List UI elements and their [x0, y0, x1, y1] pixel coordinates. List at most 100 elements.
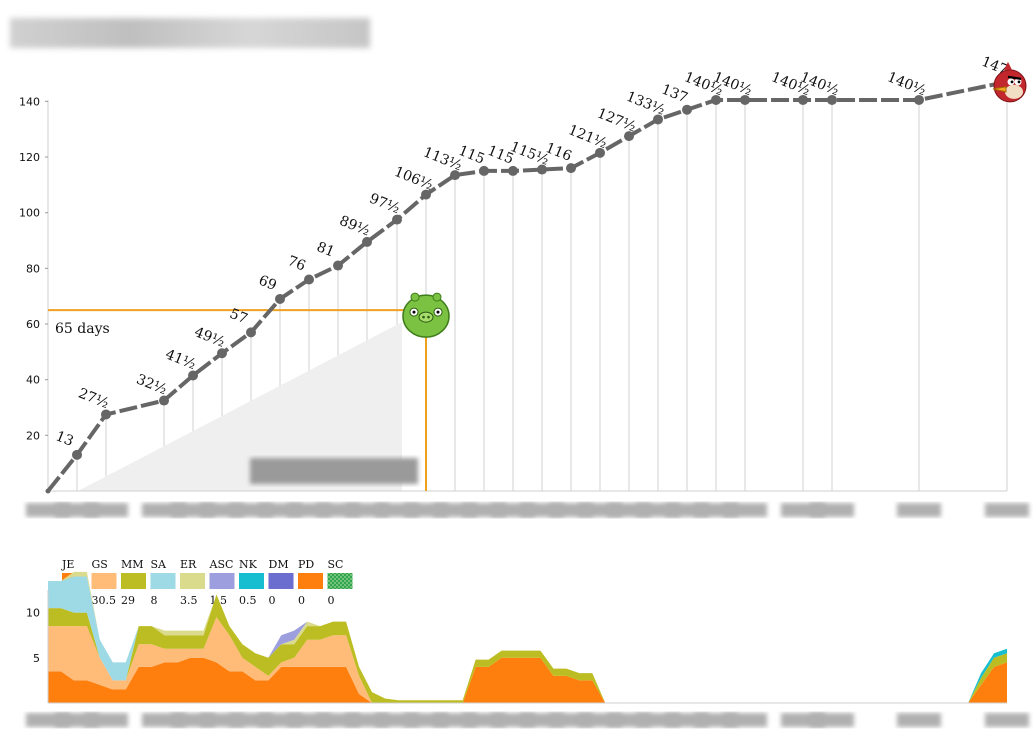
y-tick-label: 20 — [26, 429, 40, 442]
data-point — [217, 348, 227, 359]
legend-name: SA — [151, 558, 168, 571]
legend: JE74GS30.5MM29SA8ER3.5ASC1.5NK0.5DM0PD0S… — [61, 558, 353, 607]
legend-name: NK — [239, 558, 258, 571]
reference-lines — [48, 309, 427, 491]
y-tick-label: 140 — [19, 95, 40, 108]
data-point — [45, 488, 51, 494]
legend-total: 0 — [298, 594, 305, 607]
data-point — [798, 94, 808, 105]
red-bird-icon — [992, 61, 1027, 103]
data-point — [508, 165, 518, 176]
y-tick-label: 60 — [26, 318, 40, 331]
legend-total: 3.5 — [180, 594, 198, 607]
x-tick-label-blurred — [723, 503, 767, 517]
point-label: 97½ — [367, 191, 402, 218]
legend-total: 30.5 — [92, 594, 117, 607]
point-label: 49½ — [192, 324, 227, 351]
legend-total: 0 — [328, 594, 335, 607]
y-tick-label: 5 — [33, 652, 40, 665]
point-label: 89½ — [337, 213, 372, 240]
point-label: 140½ — [885, 69, 928, 99]
y-tick-label: 40 — [26, 374, 40, 387]
data-point — [537, 164, 547, 175]
point-labels: 1327½32½41½49½5769768189½97½106½113½1151… — [53, 54, 1010, 450]
legend-total: 0 — [269, 594, 276, 607]
point-label: 27½ — [76, 385, 111, 412]
legend-swatch — [209, 573, 235, 589]
area-gs — [48, 617, 1007, 703]
stacked-areas — [48, 571, 1007, 703]
y-tick-labels: 20 40 60 80 100 120 140 — [19, 95, 48, 442]
legend-name: PD — [298, 558, 314, 571]
y-tick-label: 80 — [26, 262, 40, 275]
x-tick-label-blurred — [84, 503, 128, 517]
blurred-annotation — [250, 458, 418, 484]
legend-swatch — [239, 573, 264, 589]
legend-total: 8 — [151, 594, 158, 607]
point-label: 106½ — [392, 164, 435, 194]
data-point — [827, 94, 837, 105]
y-tick-label: 100 — [19, 207, 40, 220]
data-point — [304, 274, 314, 285]
data-point — [362, 236, 372, 247]
legend-total: 0.5 — [239, 594, 257, 607]
data-point — [421, 189, 431, 200]
x-tick-label-blurred — [810, 713, 854, 727]
legend-name: MM — [121, 558, 144, 571]
point-label: 81 — [314, 239, 337, 261]
y-tick-labels: 5 10 — [26, 607, 40, 665]
legend-total: 29 — [121, 594, 135, 607]
point-label: 113½ — [421, 144, 464, 174]
data-point — [740, 94, 750, 105]
legend-name: SC — [328, 558, 344, 571]
y-tick-label: 10 — [26, 607, 40, 620]
legend-swatch — [327, 573, 353, 589]
data-point — [682, 104, 692, 115]
data-point — [479, 165, 489, 176]
data-point — [566, 163, 576, 174]
legend-name: JE — [61, 558, 74, 571]
cumulative-series — [45, 79, 1008, 494]
x-tick-labels-redacted — [26, 503, 1029, 517]
data-point — [275, 293, 285, 304]
x-tick-label-blurred — [897, 713, 941, 727]
point-label: 32½ — [134, 372, 169, 399]
data-point — [392, 214, 402, 225]
data-point — [246, 327, 256, 338]
legend-swatch — [121, 573, 146, 589]
reference-label: 65 days — [55, 321, 110, 337]
chart-title-redacted — [10, 18, 370, 48]
x-tick-label-blurred — [723, 713, 767, 727]
point-label: 76 — [285, 253, 308, 275]
legend-name: ER — [180, 558, 197, 571]
data-point — [711, 94, 721, 105]
stacked-area-chart: JE74GS30.5MM29SA8ER3.5ASC1.5NK0.5DM0PD0S… — [26, 558, 1029, 727]
legend-swatch — [298, 573, 323, 589]
legend-name: DM — [269, 558, 289, 571]
data-point — [624, 131, 634, 142]
legend-name: ASC — [209, 558, 234, 571]
area-mm — [48, 594, 1007, 703]
y-tick-label: 120 — [19, 151, 40, 164]
x-tick-label-blurred — [810, 503, 854, 517]
data-point — [101, 409, 111, 420]
legend-swatch — [180, 573, 205, 589]
x-tick-label-blurred — [84, 713, 128, 727]
data-point — [188, 370, 198, 381]
point-label: 121½ — [566, 122, 609, 152]
point-label: 127½ — [595, 105, 638, 135]
data-point — [595, 147, 605, 158]
shaded-triangle — [78, 322, 402, 491]
point-label: 57 — [227, 306, 250, 328]
legend-swatch — [268, 573, 294, 589]
point-label: 41½ — [163, 346, 198, 373]
series-line — [46, 79, 1008, 493]
x-tick-label-blurred — [985, 503, 1029, 517]
green-pig-icon — [402, 292, 450, 338]
legend-name: GS — [92, 558, 108, 571]
point-label: 69 — [256, 272, 279, 294]
area-je — [48, 657, 1007, 703]
data-point — [159, 395, 169, 406]
